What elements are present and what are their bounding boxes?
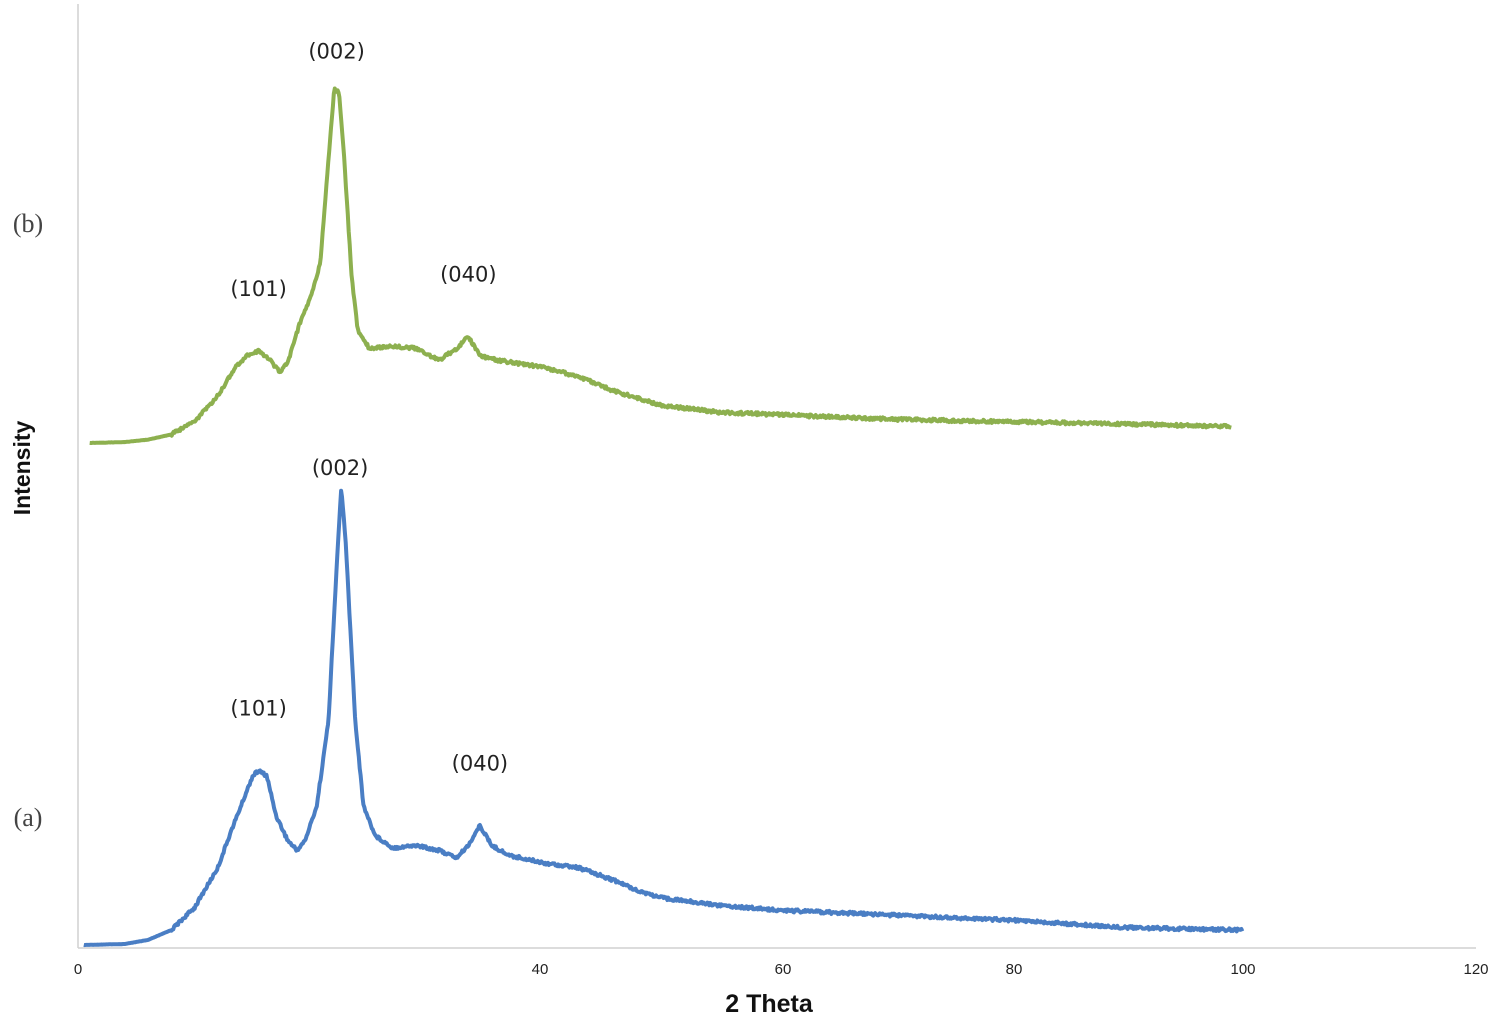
- peak-label: (002): [308, 40, 364, 64]
- series-tag-a: (a): [14, 803, 43, 832]
- peak-labels: (101) (002) (040) (101) (002) (040): [230, 40, 508, 776]
- x-tick-label: 40: [532, 961, 549, 978]
- series-layer: [82, 86, 1245, 948]
- peak-label: (040): [452, 752, 508, 776]
- x-tick-label: 0: [74, 961, 82, 978]
- peak-label: (101): [230, 697, 286, 721]
- peak-label: (040): [440, 263, 496, 287]
- x-tick-label: 60: [775, 961, 792, 978]
- peak-label: (101): [230, 277, 286, 301]
- y-axis-title: Intensity: [9, 421, 35, 516]
- series-line-a: [82, 488, 1245, 948]
- x-tick-label: 120: [1463, 961, 1488, 978]
- series-tag-b: (b): [13, 209, 43, 238]
- x-tick-labels: 0 40 60 80 100 120: [74, 961, 1489, 978]
- x-tick-label: 100: [1230, 961, 1255, 978]
- x-tick-label: 80: [1006, 961, 1023, 978]
- peak-label: (002): [312, 456, 368, 480]
- axes: [77, 4, 1476, 949]
- series-line-b: [88, 86, 1233, 445]
- x-axis-title: 2 Theta: [725, 990, 814, 1018]
